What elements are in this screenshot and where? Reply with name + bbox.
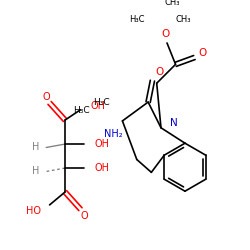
Text: CH₃: CH₃ — [164, 0, 180, 7]
Text: CH₃: CH₃ — [176, 15, 191, 24]
Text: H: H — [32, 142, 39, 152]
Text: O: O — [161, 30, 170, 40]
Text: O: O — [155, 67, 164, 77]
Text: O: O — [42, 92, 50, 102]
Text: OH: OH — [91, 101, 106, 111]
Text: O: O — [199, 48, 207, 58]
Text: NH₂: NH₂ — [104, 129, 122, 139]
Text: H: H — [32, 166, 39, 176]
Text: H₃C: H₃C — [93, 98, 110, 106]
Text: N: N — [170, 118, 177, 128]
Text: O: O — [80, 211, 88, 221]
Text: HO: HO — [26, 206, 41, 216]
Text: H₃C: H₃C — [129, 15, 145, 24]
Text: OH: OH — [94, 139, 109, 149]
Text: H₃C: H₃C — [73, 106, 90, 115]
Text: OH: OH — [94, 163, 109, 173]
